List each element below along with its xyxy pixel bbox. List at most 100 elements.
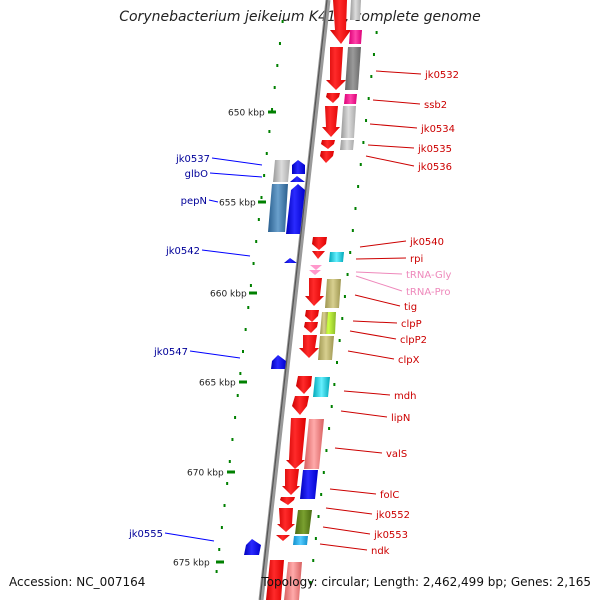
label-leader-line <box>201 249 251 257</box>
feature-clpP-cog2 <box>320 312 328 334</box>
forward-labels: jk0532 ssb2 jk0534 jk0535 jk0536 jk0540 rpi tRN… <box>319 70 459 557</box>
feature-jk0532-cog <box>345 47 361 90</box>
label-leader-line <box>369 123 418 129</box>
tick-mark <box>227 470 235 474</box>
feature-ndk-cog <box>293 536 308 545</box>
feature-trna-gly <box>310 265 322 270</box>
feature-jk0542 <box>284 258 297 263</box>
backbone <box>258 0 331 600</box>
feature-top-pink-cog <box>349 30 362 44</box>
reverse-strand-features <box>244 160 305 555</box>
label-leader-line <box>354 294 401 307</box>
feature-top-partial <box>330 0 351 44</box>
label-leader-line <box>375 70 422 75</box>
label-leader-line <box>209 172 263 178</box>
guide-dots-left <box>215 20 284 573</box>
feature-label-ndk: ndk <box>371 546 390 557</box>
feature-tig <box>305 278 324 306</box>
tick-label: 650 kbp <box>228 109 265 119</box>
label-leader-line <box>208 199 219 203</box>
feature-label-jk0536: jk0536 <box>417 162 452 173</box>
feature-label-clpx: clpX <box>398 355 420 366</box>
feature-jk0535-cog <box>340 140 354 150</box>
label-leader-line <box>211 157 263 166</box>
map-title: Corynebacterium jeikeium K411, complete … <box>119 9 481 25</box>
label-leader-line <box>334 447 383 454</box>
label-leader-line <box>355 271 403 275</box>
feature-rpi-cog <box>329 252 344 262</box>
label-leader-line <box>359 240 407 248</box>
feature-label-folc: folC <box>380 490 399 501</box>
feature-jk0534 <box>322 106 340 137</box>
label-leader-line <box>343 390 391 396</box>
label-leader-line <box>340 410 388 418</box>
label-leader-line <box>355 257 407 260</box>
feature-label-jk0547: jk0547 <box>153 347 188 358</box>
label-leader-line <box>322 526 371 535</box>
feature-jk0547 <box>271 355 286 369</box>
feature-ssb2-cog <box>344 94 357 104</box>
feature-label-jk0534: jk0534 <box>420 124 455 135</box>
feature-ssb2 <box>326 93 340 103</box>
feature-jk0537-cog <box>273 160 290 182</box>
feature-pepN-cog <box>268 184 288 232</box>
feature-label-jk0552: jk0552 <box>375 510 410 521</box>
guide-dots-right <box>309 31 378 584</box>
feature-label-jk0542: jk0542 <box>165 246 200 257</box>
feature-label-tig: tig <box>404 302 417 313</box>
feature-label-ssb2: ssb2 <box>424 100 447 111</box>
label-leader-line <box>329 488 377 495</box>
feature-jk0553-cog <box>295 510 312 534</box>
label-leader-line <box>347 350 395 360</box>
feature-label-glbo: glbO <box>185 169 208 180</box>
feature-mdh <box>296 376 312 394</box>
label-leader-line <box>325 507 373 515</box>
feature-valS-cog <box>304 419 324 469</box>
label-leader-line <box>372 99 421 105</box>
feature-jk0553 <box>277 508 295 532</box>
feature-valS <box>286 418 306 469</box>
label-leader-line <box>365 155 415 167</box>
feature-mdh-cog <box>313 377 330 397</box>
feature-jk0537 <box>292 160 305 174</box>
tick-mark <box>258 200 266 204</box>
feature-label-trna-pro: tRNA-Pro <box>406 287 450 298</box>
feature-rpi <box>312 251 325 259</box>
tick-mark <box>249 291 257 295</box>
label-leader-line <box>349 330 397 340</box>
forward-strand-features <box>266 0 362 600</box>
tick-marks: 650 kbp 655 kbp 660 kbp 665 kbp 670 kbp 675 k… <box>173 109 276 569</box>
feature-label-jk0553: jk0553 <box>373 530 408 541</box>
feature-label-jk0532: jk0532 <box>424 70 459 81</box>
feature-jk0552 <box>280 497 295 505</box>
feature-label-jk0537: jk0537 <box>175 154 210 165</box>
feature-trna-pro <box>309 270 321 275</box>
tick-label: 670 kbp <box>187 469 224 479</box>
feature-bottom-partial <box>266 560 284 600</box>
feature-label-jk0540: jk0540 <box>409 237 444 248</box>
feature-glbO <box>290 176 305 182</box>
feature-clpX-cog <box>318 336 334 360</box>
feature-folC-cog <box>300 470 318 499</box>
label-leader-line <box>352 320 398 324</box>
feature-jk0534-cog <box>341 106 356 138</box>
feature-tig-cog <box>325 279 341 308</box>
tick-label: 660 kbp <box>210 290 247 300</box>
feature-label-jk0535: jk0535 <box>417 144 452 155</box>
accession-text: Accession: NC_007164 <box>9 575 146 589</box>
feature-jk0535 <box>321 140 335 149</box>
feature-label-lipn: lipN <box>391 413 410 424</box>
feature-label-clpp: clpP <box>401 319 422 330</box>
feature-clpX <box>299 335 319 358</box>
tick-mark <box>268 110 276 114</box>
label-leader-line <box>355 275 403 292</box>
feature-label-vals: valS <box>386 449 407 460</box>
tick-label: 675 kbp <box>173 559 210 569</box>
tick-label: 655 kbp <box>219 199 256 209</box>
label-leader-line <box>189 350 241 359</box>
reverse-labels: jk0537 glbO pepN jk0542 jk0547 jk0555 <box>128 154 263 542</box>
feature-clpP2 <box>304 322 318 333</box>
feature-folC <box>282 469 300 495</box>
feature-clpP <box>305 310 319 322</box>
